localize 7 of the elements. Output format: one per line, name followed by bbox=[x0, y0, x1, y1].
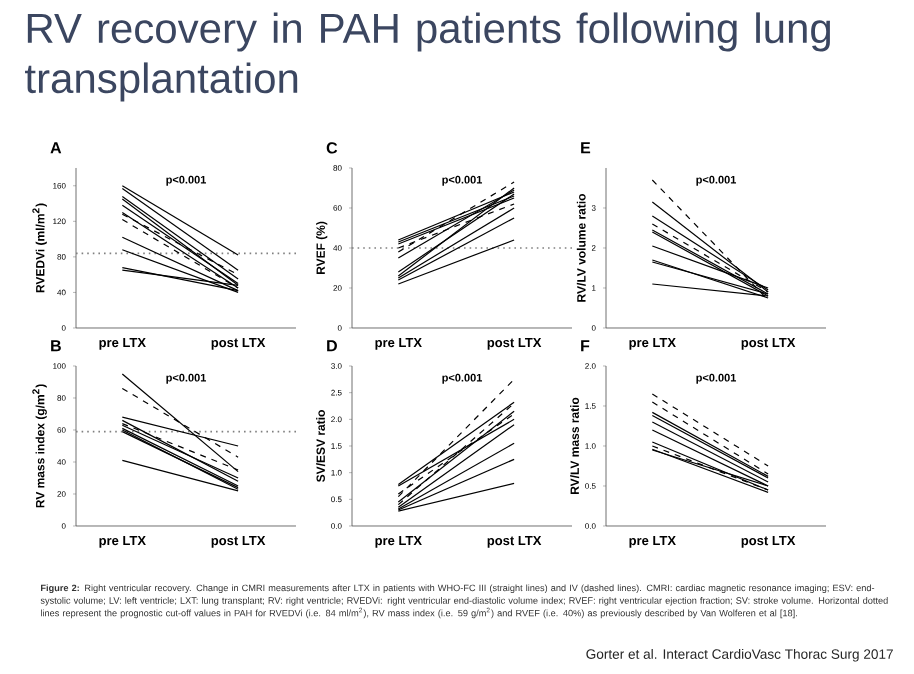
chart-title: E bbox=[581, 142, 591, 154]
chart-title: C bbox=[326, 142, 338, 154]
chart-title: D bbox=[327, 340, 337, 352]
text: RV recovery in PAH patients following lung transplantation bbox=[25, 12, 831, 102]
chart-title: B bbox=[51, 340, 61, 352]
chart-title: F bbox=[581, 340, 590, 352]
chart-title: A bbox=[50, 142, 62, 154]
